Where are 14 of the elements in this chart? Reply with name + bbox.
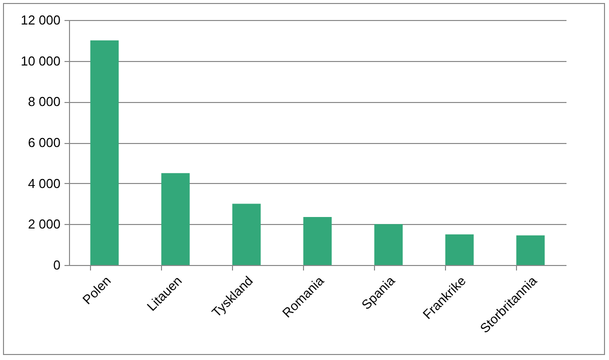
- y-tick-label: 2 000: [28, 216, 60, 232]
- bar: [445, 234, 474, 265]
- bar: [303, 217, 332, 265]
- bar: [90, 40, 119, 265]
- y-tick-label: 12 000: [20, 12, 60, 28]
- bar: [232, 204, 261, 265]
- y-tick-label: 6 000: [28, 135, 60, 150]
- y-tick-label: 0: [53, 258, 60, 272]
- y-tick-label: 8 000: [28, 94, 60, 110]
- bar: [516, 235, 545, 265]
- y-tick-label: 4 000: [28, 176, 60, 191]
- bar: [374, 224, 403, 265]
- bar: [161, 173, 190, 265]
- y-tick-label: 10 000: [20, 53, 60, 68]
